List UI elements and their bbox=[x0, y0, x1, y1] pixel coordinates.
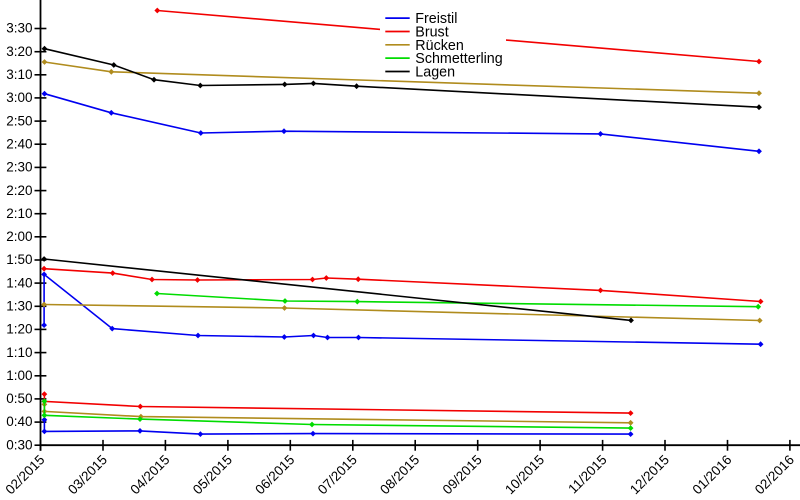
svg-text:2:00: 2:00 bbox=[6, 229, 32, 244]
svg-text:0:30: 0:30 bbox=[6, 437, 32, 452]
svg-text:1:30: 1:30 bbox=[6, 299, 32, 314]
svg-text:Schmetterling: Schmetterling bbox=[415, 51, 502, 67]
svg-text:1:40: 1:40 bbox=[6, 275, 32, 290]
svg-text:1:50: 1:50 bbox=[6, 252, 32, 267]
svg-text:0:40: 0:40 bbox=[6, 414, 32, 429]
svg-text:3:20: 3:20 bbox=[6, 44, 32, 59]
svg-text:Freistil: Freistil bbox=[415, 11, 457, 27]
svg-text:2:20: 2:20 bbox=[6, 183, 32, 198]
svg-text:2:40: 2:40 bbox=[6, 136, 32, 151]
svg-text:3:10: 3:10 bbox=[6, 67, 32, 82]
svg-text:Rücken: Rücken bbox=[415, 38, 464, 54]
svg-text:Brust: Brust bbox=[415, 25, 448, 41]
svg-text:1:00: 1:00 bbox=[6, 368, 32, 383]
svg-text:2:10: 2:10 bbox=[6, 206, 32, 221]
svg-text:2:50: 2:50 bbox=[6, 113, 32, 128]
svg-text:Lagen: Lagen bbox=[415, 65, 455, 81]
svg-text:0:50: 0:50 bbox=[6, 391, 32, 406]
svg-text:3:30: 3:30 bbox=[6, 21, 32, 36]
svg-text:1:10: 1:10 bbox=[6, 345, 32, 360]
svg-text:2:30: 2:30 bbox=[6, 160, 32, 175]
svg-text:3:00: 3:00 bbox=[6, 90, 32, 105]
svg-text:1:20: 1:20 bbox=[6, 322, 32, 337]
